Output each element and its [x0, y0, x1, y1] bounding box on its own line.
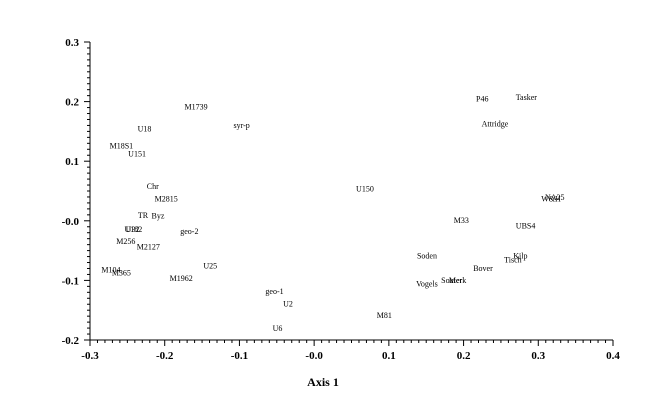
x-tick-label: 0.2 [457, 350, 471, 362]
point-label: U2 [283, 300, 293, 309]
point-label: M1962 [170, 274, 193, 283]
x-axis-title: Axis 1 [307, 375, 339, 389]
y-tick-label: 0.2 [65, 97, 79, 109]
y-tick-label: -0.2 [62, 335, 80, 347]
point-label: M2127 [137, 242, 160, 251]
point-label: U150 [356, 185, 374, 194]
point-label: M256 [116, 237, 135, 246]
point-label: M104 [101, 266, 120, 275]
x-tick-label: -0.3 [81, 350, 99, 362]
x-tick-label: -0.0 [305, 350, 323, 362]
y-tick-label: 0.3 [65, 37, 79, 49]
point-label: Byz [152, 211, 165, 220]
point-label: NA25 [545, 193, 565, 202]
point-label: Tasker [516, 93, 538, 102]
point-label: Vogels [416, 279, 438, 288]
point-label: Soden [417, 251, 437, 260]
point-label: Chr [147, 182, 159, 191]
y-axis-ticks: 0.3 0.2 0.1 -0.0 -0.1 -0.2 [62, 37, 90, 347]
point-label: W&H [541, 195, 561, 204]
point-label: P46 [476, 95, 488, 104]
point-label: U151 [128, 149, 146, 158]
y-tick-label: -0.0 [62, 216, 80, 228]
point-label: Attridge [482, 120, 509, 129]
x-tick-label: -0.1 [231, 350, 248, 362]
y-tick-label: -0.1 [62, 275, 79, 287]
point-label: Merk [449, 276, 466, 285]
point-label: TR [138, 211, 149, 220]
x-axis-ticks: -0.3 -0.2 -0.1 -0.0 0.1 0.2 0.3 0.4 [81, 340, 620, 362]
x-tick-label: -0.2 [156, 350, 174, 362]
point-label: geo-1 [265, 287, 283, 296]
point-label: M2815 [155, 195, 178, 204]
point-label: U6 [273, 324, 283, 333]
point-label: M1739 [185, 102, 208, 111]
point-label: Kilp [513, 251, 527, 260]
point-label: syr-p [234, 121, 250, 130]
point-label: U25 [203, 262, 217, 271]
point-label: U18 [138, 124, 152, 133]
y-tick-label: 0.1 [65, 156, 79, 168]
x-tick-label: 0.1 [382, 350, 396, 362]
point-label: Souter [441, 276, 462, 285]
point-label: geo-2 [180, 227, 198, 236]
point-label: M18S1 [110, 142, 134, 151]
point-label: M81 [377, 311, 392, 320]
point-label: U32 [126, 225, 140, 234]
x-tick-label: 0.3 [531, 350, 545, 362]
point-label: M365 [112, 269, 131, 278]
point-label: M33 [454, 216, 469, 225]
point-label: UBS4 [516, 222, 536, 231]
point-label: U182 [124, 225, 142, 234]
x-tick-label: 0.4 [606, 350, 620, 362]
point-label: Bover [473, 264, 493, 273]
point-label: Tisch [504, 256, 522, 265]
